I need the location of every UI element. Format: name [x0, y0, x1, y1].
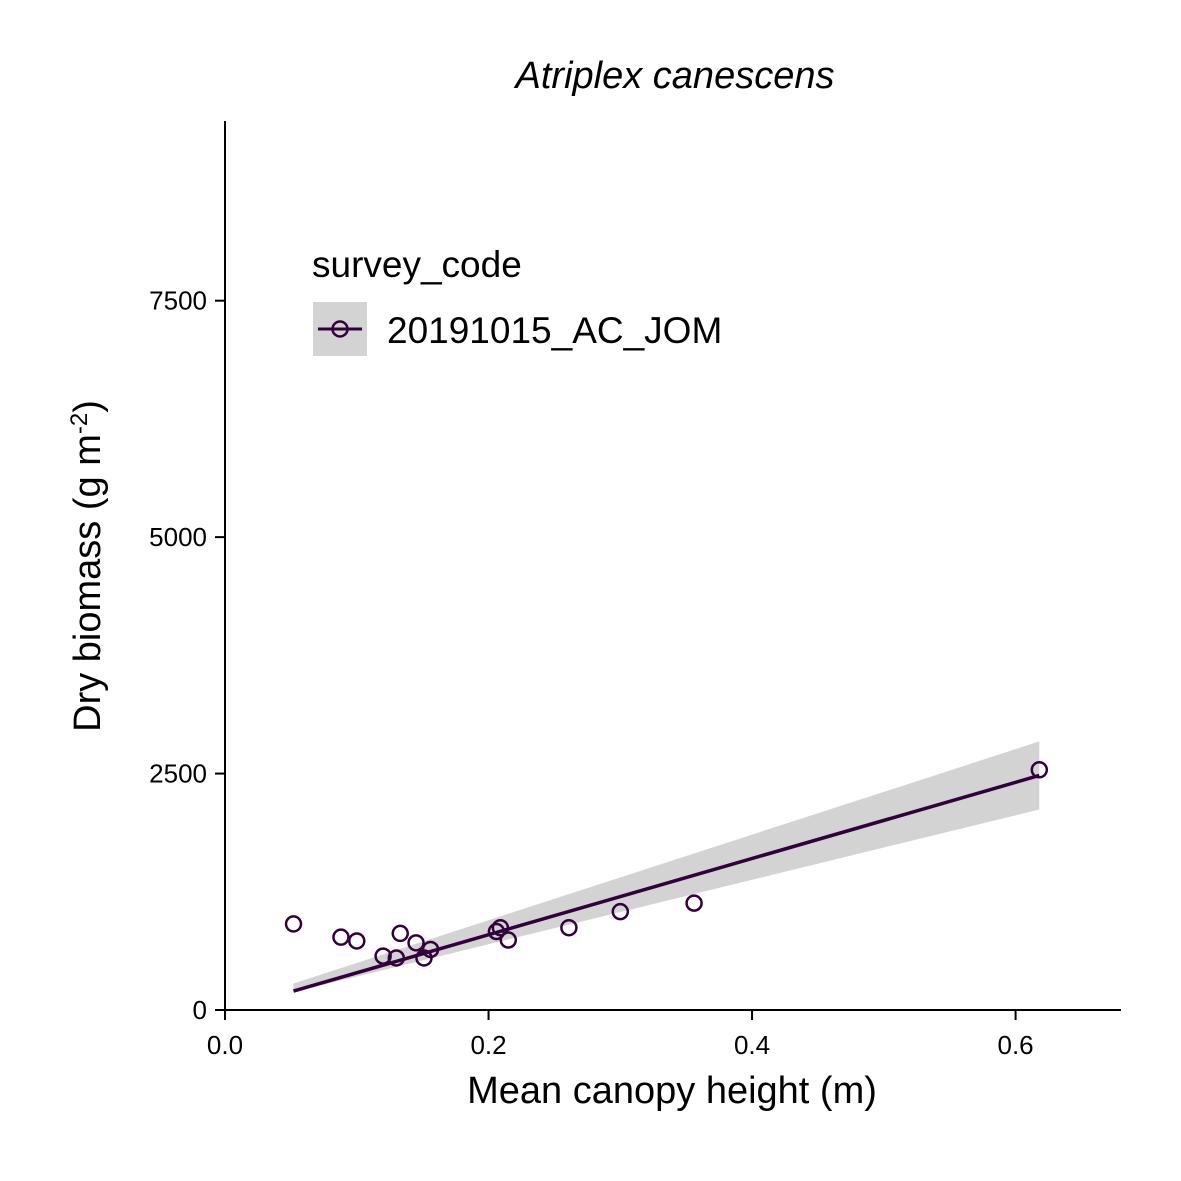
- data-point: [491, 918, 510, 937]
- y-tick-label: 7500: [149, 286, 207, 316]
- legend-key-point: [331, 320, 349, 338]
- data-points: [284, 761, 1049, 967]
- data-point: [560, 918, 578, 937]
- data-point: [421, 940, 440, 959]
- data-point: [1030, 761, 1049, 779]
- y-axis-title-main: Dry biomass (g m: [67, 434, 109, 732]
- plot-area: [284, 741, 1049, 993]
- x-tick-label: 0.0: [207, 1030, 243, 1060]
- data-point: [284, 915, 303, 933]
- data-point: [685, 894, 703, 912]
- y-axis-ticks: 0 2500 5000 7500: [149, 286, 225, 1025]
- x-axis-ticks: 0.0 0.2 0.4 0.6: [207, 1010, 1034, 1060]
- x-tick-label: 0.6: [998, 1030, 1034, 1060]
- x-tick-label: 0.4: [734, 1030, 770, 1060]
- confidence-band: [293, 741, 1040, 993]
- data-point: [611, 902, 630, 921]
- regression-line: [293, 773, 1040, 993]
- x-tick-label: 0.2: [470, 1030, 506, 1060]
- data-point: [332, 928, 350, 946]
- y-axis-title-superscript: -2: [66, 413, 93, 434]
- data-point: [374, 947, 392, 965]
- x-axis-title: Mean canopy height (m): [467, 1070, 877, 1112]
- data-point: [391, 924, 409, 943]
- data-point: [348, 932, 366, 950]
- data-point: [499, 931, 518, 949]
- y-axis-title: Dry biomass (g m-2): [66, 400, 109, 732]
- data-point: [407, 934, 425, 952]
- legend: survey_code 20191015_AC_JOM: [312, 244, 722, 356]
- legend-entry-label: 20191015_AC_JOM: [387, 310, 722, 351]
- data-point: [487, 922, 506, 941]
- y-tick-label: 5000: [149, 522, 207, 552]
- y-tick-label: 0: [193, 995, 207, 1025]
- data-point: [387, 949, 406, 967]
- y-tick-label: 2500: [149, 759, 207, 789]
- legend-title: survey_code: [312, 244, 522, 285]
- y-axis-title-close: ): [67, 400, 109, 413]
- chart-title: Atriplex canescens: [514, 55, 835, 97]
